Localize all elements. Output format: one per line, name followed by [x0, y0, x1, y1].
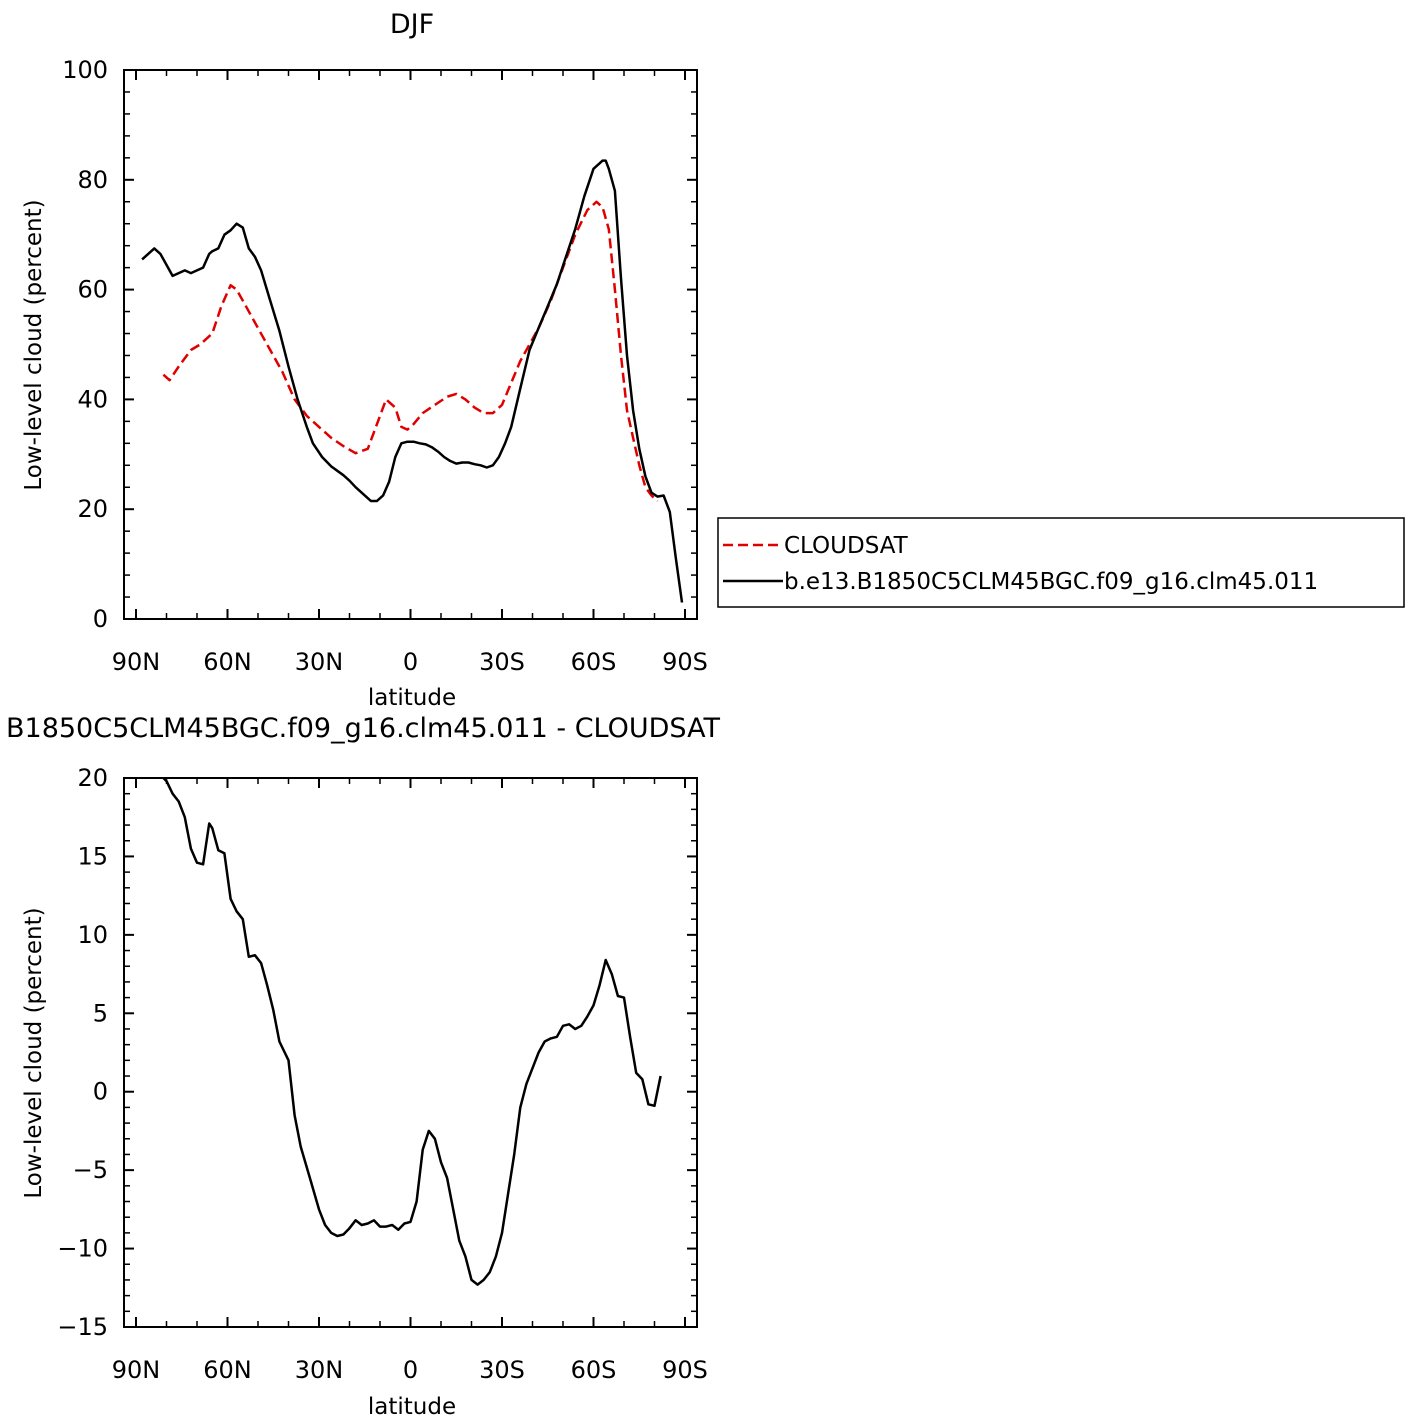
x-tick-label: 30S: [479, 1356, 525, 1384]
x-tick-label: 60S: [571, 1356, 617, 1384]
top-tick-layer: 90N 60N 30N 0 30S 60S 90S 0 20 40 60 80 100: [62, 56, 708, 676]
legend-label-model: b.e13.B1850C5CLM45BGC.f09_g16.clm45.011: [784, 569, 1318, 595]
y-tick-label: 20: [77, 764, 108, 792]
y-tick-label: 5: [93, 999, 108, 1027]
bottom-series-layer: [162, 777, 662, 1286]
y-tick-label: −15: [57, 1313, 108, 1341]
y-tick-label: 15: [77, 842, 108, 870]
plot-frame: [123, 69, 698, 620]
y-tick-label: 100: [62, 56, 108, 84]
y-tick-label: −10: [57, 1235, 108, 1263]
legend-box: [717, 517, 1405, 608]
x-tick-label: 0: [403, 648, 418, 676]
x-tick-label: 30S: [479, 648, 525, 676]
x-tick-label: 90N: [112, 1356, 161, 1384]
x-axis-label: latitude: [368, 685, 456, 711]
y-tick-label: 0: [93, 605, 108, 633]
x-tick-label: 90S: [662, 1356, 708, 1384]
y-tick-label: 10: [77, 921, 108, 949]
plot-frame: [123, 777, 698, 1328]
y-tick-label: 20: [77, 495, 108, 523]
top-panel: DJF 90N 60N 30N 0 30S 60S 90S 0 20 40 60 80 100 lati…: [21, 9, 1405, 711]
series-line-0: [162, 200, 659, 502]
y-tick-label: −5: [73, 1156, 108, 1184]
legend-label-cloudsat: CLOUDSAT: [784, 533, 909, 559]
bottom-panel: B1850C5CLM45BGC.f09_g16.clm45.011 - CLOU…: [6, 713, 720, 1420]
x-tick-label: 90S: [662, 648, 708, 676]
x-tick-label: 30N: [295, 1356, 344, 1384]
x-tick-label: 0: [403, 1356, 418, 1384]
x-tick-label: 90N: [112, 648, 161, 676]
x-tick-label: 30N: [295, 648, 344, 676]
y-axis-label: Low-level cloud (percent): [21, 907, 47, 1198]
y-tick-label: 40: [77, 385, 108, 413]
series-line-0: [162, 777, 662, 1286]
x-axis-label: latitude: [368, 1394, 456, 1420]
bottom-tick-layer: 90N 60N 30N 0 30S 60S 90S −15 −10 −5 0 5 10 15 20: [57, 764, 708, 1384]
chart-title: DJF: [390, 9, 434, 40]
y-axis-label: Low-level cloud (percent): [21, 199, 47, 490]
y-tick-label: 60: [77, 276, 108, 304]
x-tick-label: 60S: [571, 648, 617, 676]
y-tick-label: 0: [93, 1078, 108, 1106]
x-tick-label: 60N: [203, 1356, 252, 1384]
legend: CLOUDSAT b.e13.B1850C5CLM45BGC.f09_g16.c…: [717, 517, 1405, 608]
chart-title: B1850C5CLM45BGC.f09_g16.clm45.011 - CLOU…: [6, 713, 720, 744]
series-line-1: [141, 159, 684, 603]
y-tick-label: 80: [77, 166, 108, 194]
top-series-layer: [141, 159, 684, 603]
x-tick-label: 60N: [203, 648, 252, 676]
